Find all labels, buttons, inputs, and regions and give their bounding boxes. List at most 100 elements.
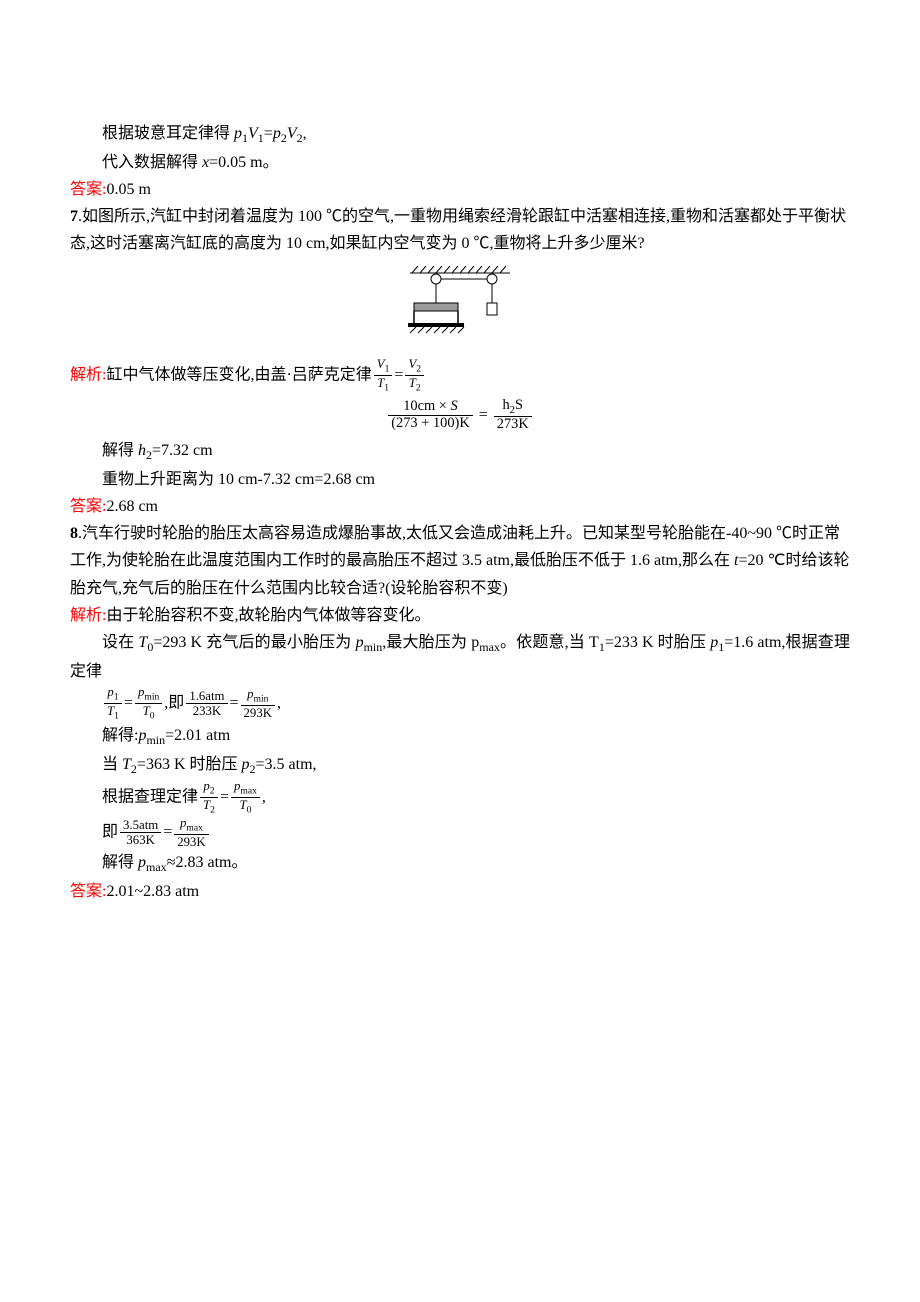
sub: 1: [384, 382, 389, 393]
q-number: 8: [70, 525, 78, 542]
den-text: 273K: [494, 416, 532, 433]
answer-6: 答案:0.05 m: [70, 176, 850, 203]
page-content: 根据玻意耳定律得 p1V1=p2V2, 代入数据解得 x=0.05 m。 答案:…: [0, 0, 920, 975]
q-number: 7: [70, 208, 78, 225]
solution-8-line7: 解得 pmax≈2.83 atm。: [70, 849, 850, 878]
var-T: T: [138, 634, 147, 651]
sub: 0: [150, 710, 155, 721]
fraction-p1T1: p1T1: [104, 685, 122, 722]
sub: 1: [114, 691, 119, 702]
var: T: [239, 798, 246, 812]
den: 293K: [174, 834, 208, 849]
solution-label: 解析:: [70, 607, 106, 624]
text: =2.01 atm: [165, 727, 230, 744]
solution-8-line4: 当 T2=363 K 时胎压 p2=3.5 atm,: [70, 751, 850, 780]
var-V: V: [287, 125, 297, 142]
var-S: S: [451, 398, 458, 414]
solution-7-equation: 10cm × S (273 + 100)K = h2S 273K: [70, 398, 850, 434]
sub: max: [186, 823, 203, 834]
solution-label: 解析:: [70, 366, 106, 383]
var: T: [143, 704, 150, 718]
var-h: h: [502, 397, 509, 413]
var-p: p: [234, 125, 242, 142]
answer-value: 2.01~2.83 atm: [106, 883, 199, 900]
text: 。依题意,当 T: [500, 634, 599, 651]
var-p: p: [273, 125, 281, 142]
comma: ,: [303, 125, 307, 142]
fraction-pmin-293: pmin293K: [241, 687, 275, 720]
eq: =: [163, 824, 172, 841]
text: 根据查理定律: [102, 788, 198, 805]
text: =3.5 atm,: [256, 756, 317, 773]
var-T: T: [122, 756, 131, 773]
text: 解得:: [102, 727, 138, 744]
fraction-3.5-363: 3.5atm363K: [120, 818, 161, 847]
sub: 2: [416, 363, 421, 374]
den-text: (273 + 100)K: [388, 415, 472, 432]
den: 363K: [120, 832, 161, 847]
eq: =: [264, 125, 273, 142]
eq: =: [230, 694, 239, 711]
eq: =: [394, 366, 403, 383]
text: 根据玻意耳定律得: [102, 125, 234, 142]
q-text: .如图所示,汽缸中封闭着温度为 100 ℃的空气,一重物用绳索经滑轮跟缸中活塞相…: [70, 208, 846, 252]
text: 代入数据解得: [102, 154, 202, 171]
text: =363 K 时胎压: [137, 756, 242, 773]
sub-min: min: [146, 733, 165, 747]
fraction-pmax-293: pmax293K: [174, 816, 208, 849]
sub: max: [240, 786, 257, 797]
fraction-1.6-233: 1.6atm233K: [186, 689, 227, 718]
answer-8: 答案:2.01~2.83 atm: [70, 878, 850, 905]
num: 3.5atm: [120, 818, 161, 832]
text: ≈2.83 atm。: [167, 854, 248, 871]
answer-label: 答案:: [70, 181, 106, 198]
sub: 0: [247, 805, 252, 816]
fraction-left: 10cm × S (273 + 100)K: [388, 399, 472, 432]
text: =293 K 充气后的最小胎压为: [153, 634, 355, 651]
eq: =: [124, 694, 133, 711]
sub-min: min: [364, 640, 383, 654]
sub-max: max: [479, 640, 500, 654]
text: 即: [102, 824, 118, 841]
question-8: 8.汽车行驶时轮胎的胎压太高容易造成爆胎事故,太低又会造成油耗上升。已知某型号轮…: [70, 520, 850, 602]
var-p: p: [242, 756, 250, 773]
var: T: [409, 376, 416, 390]
fraction-pmaxT0: pmaxT0: [231, 779, 260, 816]
sub: 2: [210, 786, 215, 797]
var: V: [377, 357, 385, 371]
figure-q7: [70, 263, 850, 350]
num: 1.6atm: [186, 689, 227, 703]
q-text: .汽车行驶时轮胎的胎压太高容易造成爆胎事故,太低又会造成油耗上升。已知某型号轮胎…: [70, 525, 840, 569]
sub: 1: [114, 710, 119, 721]
answer-label: 答案:: [70, 498, 106, 515]
solution-8-line5: 根据查理定律p2T2=pmaxT0,: [70, 779, 850, 816]
eq: =: [220, 788, 229, 805]
answer-value: 2.68 cm: [106, 498, 158, 515]
text: ,最大胎压为 p: [382, 634, 479, 651]
fraction-V1T1: V1T1: [374, 357, 393, 394]
text: =233 K 时胎压: [605, 634, 710, 651]
solution-7-line2: 解得 h2=7.32 cm: [70, 437, 850, 466]
text: =7.32 cm: [152, 442, 213, 459]
den: 293K: [241, 705, 275, 720]
solution-7-line1: 解析:缸中气体做等压变化,由盖·吕萨克定律V1T1=V2T2: [70, 357, 850, 394]
fraction-right: h2S 273K: [494, 398, 532, 434]
solution-8-line3: 解得:pmin=2.01 atm: [70, 722, 850, 751]
solution-8-line6: 即3.5atm363K=pmax293K: [70, 816, 850, 849]
text: 设在: [102, 634, 138, 651]
comma: ,: [262, 788, 266, 805]
text: 由于轮胎容积不变,故轮胎内气体做等容变化。: [106, 607, 430, 624]
sub: 1: [385, 363, 390, 374]
fraction-p2T2: p2T2: [200, 779, 218, 816]
var-p: p: [356, 634, 364, 651]
text: 当: [102, 756, 122, 773]
fraction-V2T2: V2T2: [405, 357, 424, 394]
text: 缸中气体做等压变化,由盖·吕萨克定律: [106, 366, 371, 383]
text: =0.05 m。: [209, 154, 278, 171]
solution-8-line2: 设在 T0=293 K 充气后的最小胎压为 pmin,最大胎压为 pmax。依题…: [70, 629, 850, 685]
sub: min: [144, 691, 159, 702]
var-h: h: [138, 442, 146, 459]
solution-8-line1: 解析:由于轮胎容积不变,故轮胎内气体做等容变化。: [70, 602, 850, 629]
solution-8-eq1: p1T1=pminT0,即1.6atm233K=pmin293K,: [70, 685, 850, 722]
num-text: 10cm ×: [403, 398, 450, 414]
